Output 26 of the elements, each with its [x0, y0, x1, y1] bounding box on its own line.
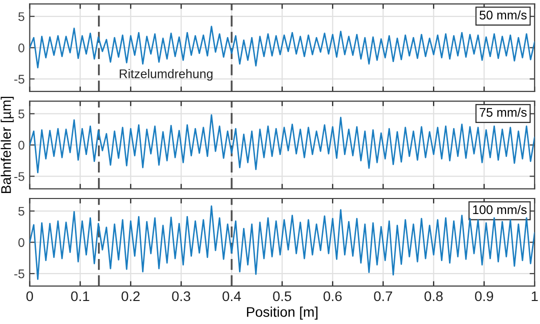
annotation: 100 mm/s	[473, 204, 527, 214]
annotation: 75 mm/s	[480, 108, 527, 117]
annotation: Ritzelumdrehung	[120, 69, 212, 81]
x-tick-label: 0	[26, 291, 34, 302]
y-tick-label: -5	[14, 270, 24, 278]
y-tick-label: 0	[18, 43, 24, 52]
x-tick-label: 0.3	[172, 291, 190, 302]
x-tick-label: 0.2	[122, 291, 140, 302]
y-tick-label: 0	[18, 238, 24, 247]
x-tick-label: 0.4	[222, 291, 241, 302]
y-tick-label: -5	[14, 74, 24, 84]
y-tick-label: 5	[18, 110, 24, 118]
y-tick-label: 5	[18, 206, 24, 216]
x-tick-label: 0.9	[475, 291, 494, 302]
x-tick-label: 0.8	[424, 291, 443, 302]
y-axis-title: Bahnfehler [µm]	[0, 96, 14, 194]
x-tick-label: 0.7	[374, 291, 392, 302]
y-tick-label: -5	[14, 172, 24, 181]
y-tick-label: 0	[18, 140, 24, 150]
y-tick-label: 5	[18, 12, 24, 22]
x-axis-title: Position [m]	[247, 306, 318, 320]
x-tick-label: 0.5	[273, 291, 292, 302]
x-tick-label: 0.6	[324, 291, 342, 302]
x-tick-label: 1	[532, 291, 538, 302]
annotation: 50 mm/s	[480, 10, 527, 20]
x-tick-label: 0.1	[71, 291, 90, 302]
